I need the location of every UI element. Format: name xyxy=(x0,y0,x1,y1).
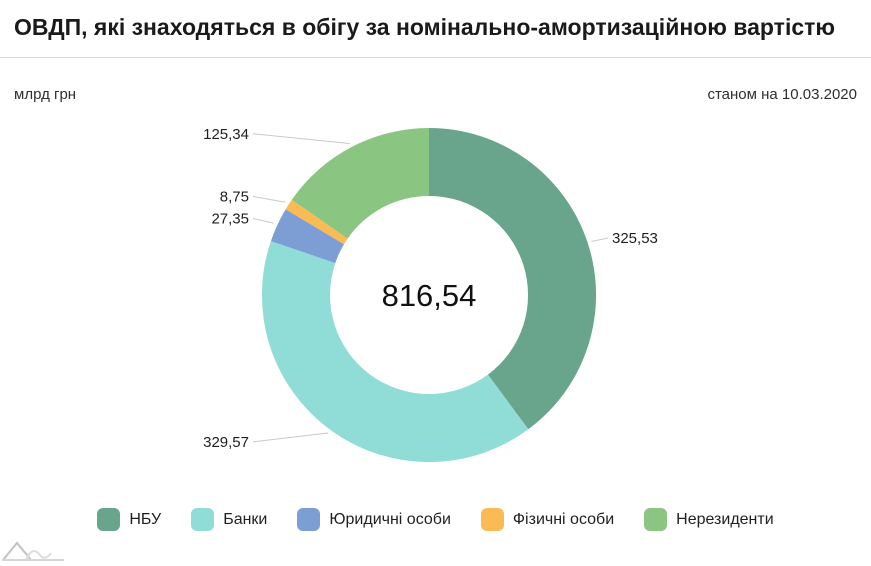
legend-item-3[interactable]: Фізичні особи xyxy=(480,508,615,531)
legend-item-4[interactable]: Нерезиденти xyxy=(644,508,774,531)
legend-swatch-0 xyxy=(97,508,121,531)
slice-value-label-2: 27,35 xyxy=(211,211,249,228)
slice-leader-line-1 xyxy=(252,432,329,443)
donut-slice-3[interactable] xyxy=(285,199,348,245)
slice-leader-line-0 xyxy=(591,237,609,242)
amcharts-logo[interactable] xyxy=(2,539,66,563)
donut-slice-2[interactable] xyxy=(270,209,344,264)
slice-value-label-4: 125,34 xyxy=(203,126,249,143)
legend-label-0: НБУ xyxy=(129,510,162,528)
legend-swatch-3 xyxy=(480,508,504,531)
legend-label-4: Нерезиденти xyxy=(676,510,774,528)
donut-slice-1[interactable] xyxy=(261,241,529,463)
donut-center-total: 816,54 xyxy=(382,278,477,313)
slice-value-label-1: 329,57 xyxy=(203,434,249,451)
slice-leader-line-3 xyxy=(252,195,286,203)
legend-item-0[interactable]: НБУ xyxy=(97,508,161,531)
unit-label: млрд грн xyxy=(14,86,77,103)
page-title: ОВДП, які знаходяться в обігу за номінал… xyxy=(14,14,836,40)
legend-swatch-1 xyxy=(191,508,215,531)
legend: НБУ Банки Юридичні особи Фізичні особи Нерез… xyxy=(0,508,871,531)
legend-item-1[interactable]: Банки xyxy=(191,508,267,531)
legend-swatch-4 xyxy=(644,508,668,531)
legend-swatch-2 xyxy=(297,508,321,531)
slice-value-label-0: 325,53 xyxy=(612,230,658,247)
amcharts-logo-wave xyxy=(25,550,52,561)
amcharts-logo-peak xyxy=(2,541,32,561)
legend-item-2[interactable]: Юридичні особи xyxy=(297,508,451,531)
as-of-date-label: станом на 10.03.2020 xyxy=(707,86,857,103)
legend-label-1: Банки xyxy=(223,510,268,528)
legend-label-3: Фізичні особи xyxy=(512,510,615,528)
title-bar: ОВДП, які знаходяться в обігу за номінал… xyxy=(0,0,871,58)
donut-slice-0[interactable] xyxy=(429,127,597,430)
donut-slice-4[interactable] xyxy=(291,128,429,239)
slice-value-label-3: 8,75 xyxy=(220,188,249,205)
slice-leader-line-2 xyxy=(252,218,274,224)
legend-label-2: Юридичні особи xyxy=(329,510,451,528)
slice-leader-line-4 xyxy=(252,133,350,144)
